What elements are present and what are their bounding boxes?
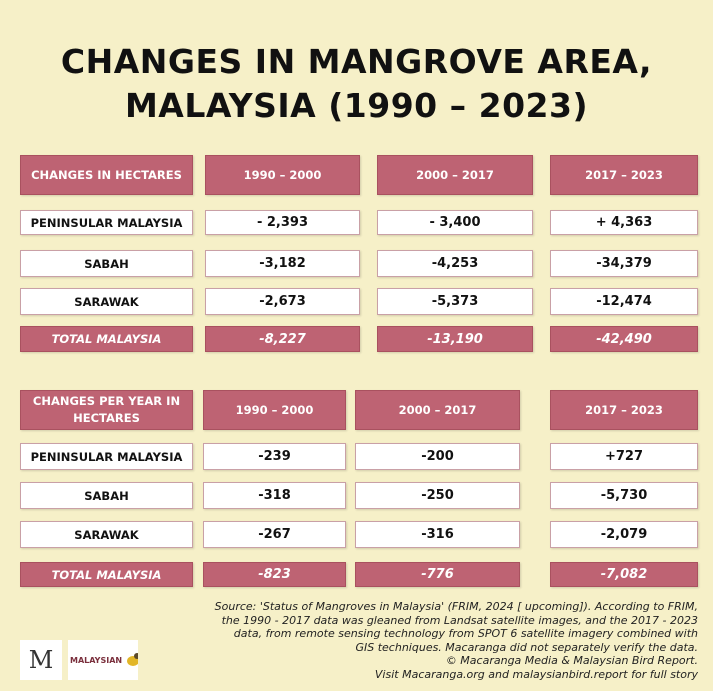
source-line: Visit Macaranga.org and malaysianbird.re… xyxy=(374,667,698,681)
table-cell: -7,082 xyxy=(550,562,698,587)
column-header: 1990 – 2000 xyxy=(205,155,360,195)
logo-text: MALAYSIAN xyxy=(70,655,123,665)
table-cell: - 2,393 xyxy=(205,210,360,235)
column-header: 2017 – 2023 xyxy=(550,155,698,195)
table-cell: -250 xyxy=(355,482,520,509)
table-cell: -8,227 xyxy=(205,326,360,352)
source-line: Source: 'Status of Mangroves in Malaysia… xyxy=(214,600,698,613)
table-cell: -2,673 xyxy=(205,288,360,315)
title: MALAYSIA (1990 – 2023) xyxy=(124,86,589,125)
source-line: GIS techniques. Macaranga did not separa… xyxy=(355,640,698,654)
table-cell: -316 xyxy=(355,521,520,548)
logo: MALAYSIAN xyxy=(68,640,138,680)
row-label: PENINSULAR MALAYSIA xyxy=(20,210,193,235)
row-label: SABAH xyxy=(20,482,193,509)
column-header: 2000 – 2017 xyxy=(377,155,533,195)
table-cell: -3,182 xyxy=(205,250,360,277)
row-label: SARAWAK xyxy=(20,288,193,315)
column-header: 1990 – 2000 xyxy=(203,390,346,430)
logo: M xyxy=(20,640,62,680)
table-cell: - 3,400 xyxy=(377,210,533,235)
column-header: CHANGES PER YEAR IN HECTARES xyxy=(20,390,193,430)
table-cell: -13,190 xyxy=(377,326,533,352)
column-header: 2017 – 2023 xyxy=(550,390,698,430)
table-cell: -823 xyxy=(203,562,346,587)
table-cell: + 4,363 xyxy=(550,210,698,235)
title: CHANGES IN MANGROVE AREA, xyxy=(60,42,653,81)
table-cell: -267 xyxy=(203,521,346,548)
row-label: PENINSULAR MALAYSIA xyxy=(20,443,193,470)
bird-icon xyxy=(127,653,138,666)
row-label: SARAWAK xyxy=(20,521,193,548)
table-cell: -42,490 xyxy=(550,326,698,352)
row-label: SABAH xyxy=(20,250,193,277)
source-line: the 1990 - 2017 data was gleaned from La… xyxy=(221,613,698,627)
table-cell: -318 xyxy=(203,482,346,509)
table-cell: -200 xyxy=(355,443,520,470)
table-cell: -2,079 xyxy=(550,521,698,548)
column-header: CHANGES IN HECTARES xyxy=(20,155,193,195)
row-label: TOTAL MALAYSIA xyxy=(20,326,193,352)
table-cell: -239 xyxy=(203,443,346,470)
table-cell: -4,253 xyxy=(377,250,533,277)
table-cell: -12,474 xyxy=(550,288,698,315)
source-line: data, from remote sensing technology fro… xyxy=(233,627,698,640)
table-cell: +727 xyxy=(550,443,698,470)
source-line: © Macaranga Media & Malaysian Bird Repor… xyxy=(445,654,698,667)
column-header: 2000 – 2017 xyxy=(355,390,520,430)
table-cell: -5,373 xyxy=(377,288,533,315)
table-cell: -776 xyxy=(355,562,520,587)
row-label: TOTAL MALAYSIA xyxy=(20,562,193,587)
table-cell: -5,730 xyxy=(550,482,698,509)
table-cell: -34,379 xyxy=(550,250,698,277)
